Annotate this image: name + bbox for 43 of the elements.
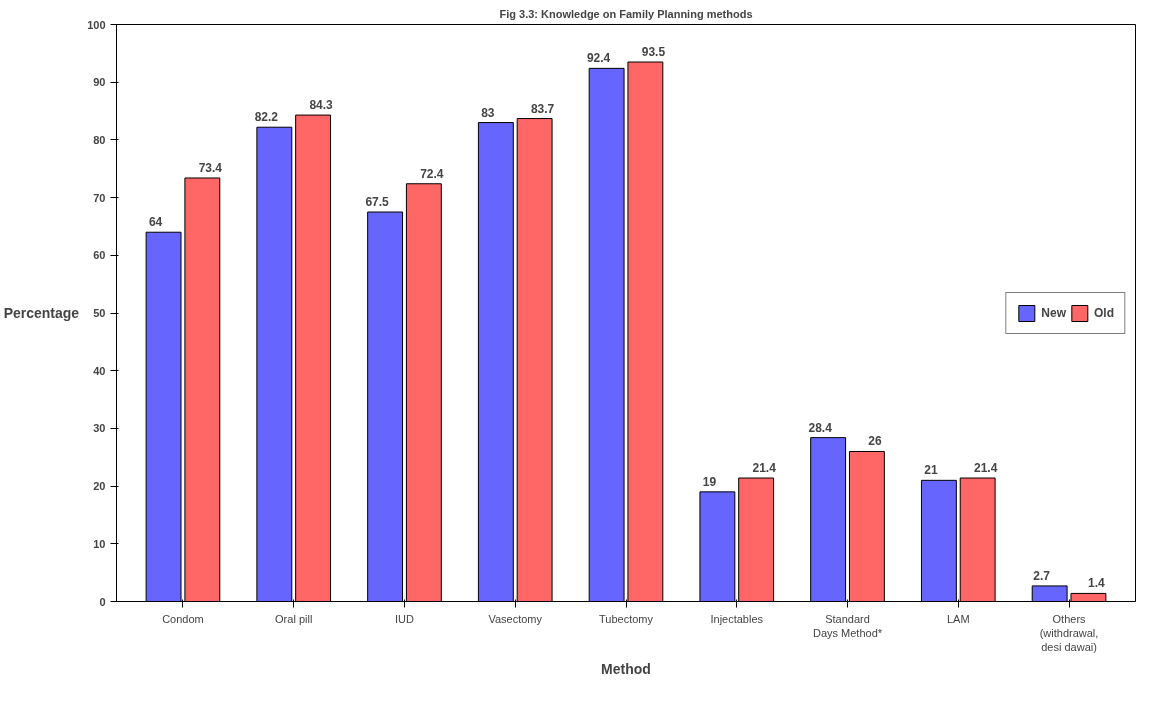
data-label: 83.7 <box>530 101 555 116</box>
y-tick-label: 20 <box>93 480 106 493</box>
data-label: 21.4 <box>752 461 777 476</box>
y-axis-title: Percentage <box>3 305 80 321</box>
data-label: 83 <box>481 105 495 120</box>
data-label: 72.4 <box>420 166 444 181</box>
y-tick-label: 50 <box>93 307 106 319</box>
data-label: 1.4 <box>1088 576 1106 591</box>
x-tick-label: IUD <box>395 612 415 625</box>
data-label: 2.7 <box>1033 568 1051 583</box>
x-tick-label: Tubectomy <box>599 612 654 625</box>
x-tick-label: Others (withdrawal, desi dawai) <box>1039 612 1099 654</box>
x-tick-label: Standard Days Method* <box>812 612 883 639</box>
y-tick-label: 40 <box>93 364 106 377</box>
data-label: 21.4 <box>973 461 998 476</box>
legend-label: Old <box>1094 305 1114 320</box>
data-label: 19 <box>702 474 717 489</box>
data-label: 82.2 <box>254 110 279 125</box>
y-tick-label: 100 <box>87 18 106 31</box>
x-tick-label: Vasectomy <box>488 612 543 625</box>
chart-title: Fig 3.3: Knowledge on Family Planning methods <box>499 7 753 20</box>
y-tick-label: 10 <box>93 537 106 550</box>
legend-label: New <box>1041 305 1066 320</box>
data-label: 26 <box>868 434 882 449</box>
y-tick-label: 70 <box>93 191 106 204</box>
data-label: 92.4 <box>586 51 611 66</box>
data-label: 28.4 <box>808 420 833 435</box>
data-label: 64 <box>148 215 163 230</box>
y-tick-label: 90 <box>93 76 106 89</box>
data-label: 93.5 <box>641 45 666 60</box>
y-tick-label: 0 <box>99 595 106 608</box>
x-axis-title: Method <box>601 661 651 678</box>
y-tick-label: 60 <box>93 249 106 262</box>
data-label: 73.4 <box>198 160 223 175</box>
x-tick-label: Condom <box>162 612 204 625</box>
y-tick-label: 80 <box>93 133 106 146</box>
x-tick-label: Oral pill <box>275 612 313 625</box>
data-label: 21 <box>924 463 938 478</box>
x-tick-label: Injectables <box>710 612 764 625</box>
x-tick-label: LAM <box>946 612 970 625</box>
data-label: 67.5 <box>365 195 390 210</box>
data-label: 84.3 <box>309 98 334 113</box>
y-tick-label: 30 <box>93 422 106 435</box>
